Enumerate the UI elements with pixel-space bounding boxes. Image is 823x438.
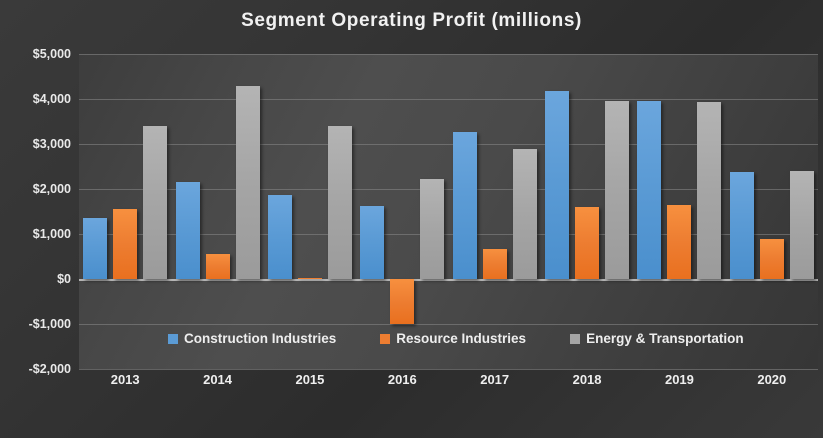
bar-fill xyxy=(482,248,507,279)
bar-fill xyxy=(789,170,814,279)
y-axis-tick-label: $3,000 xyxy=(32,137,71,151)
legend-swatch-icon xyxy=(570,333,581,344)
bar-group-2014 xyxy=(171,54,263,369)
legend-item-0[interactable]: Construction Industries xyxy=(168,331,336,346)
bar-group-2020 xyxy=(726,54,818,369)
gridline xyxy=(79,189,818,190)
y-axis-tick-label: $2,000 xyxy=(32,182,71,196)
bar-2015-series-2[interactable] xyxy=(327,54,352,369)
x-axis-tick-label-2017: 2017 xyxy=(480,372,510,387)
chart-title: Segment Operating Profit (millions) xyxy=(241,10,582,31)
bar-2018-series-0[interactable] xyxy=(545,54,570,369)
bar-fill xyxy=(297,277,322,279)
chart-legend: Construction Industries Resource Industri… xyxy=(168,331,744,346)
legend-label: Energy & Transportation xyxy=(586,331,744,346)
bar-fill xyxy=(452,132,477,279)
bar-2013-series-2[interactable] xyxy=(143,54,168,369)
bar-group-2015 xyxy=(264,54,356,369)
bar-fill xyxy=(205,254,230,279)
legend-item-1[interactable]: Resource Industries xyxy=(380,331,526,346)
x-axis: 2013 2014 2015 2016 2017 2018 2019 2020 xyxy=(79,372,818,396)
bar-fill xyxy=(143,125,168,279)
bar-group-2017 xyxy=(449,54,541,369)
bar-2015-series-1[interactable] xyxy=(297,54,322,369)
bar-group-2019 xyxy=(633,54,725,369)
bar-2014-series-0[interactable] xyxy=(175,54,200,369)
x-axis-tick-label-2019: 2019 xyxy=(664,372,694,387)
bar-fill xyxy=(113,208,138,279)
gridline xyxy=(79,99,818,100)
bar-fill xyxy=(267,194,292,279)
bar-2018-series-1[interactable] xyxy=(575,54,600,369)
gridline xyxy=(79,234,818,235)
bar-2020-series-0[interactable] xyxy=(729,54,754,369)
bar-fill xyxy=(175,182,200,279)
bar-fill xyxy=(605,101,630,279)
y-axis-tick-label: -$1,000 xyxy=(28,317,71,331)
x-axis-tick-label-2016: 2016 xyxy=(387,372,417,387)
bar-2016-series-1[interactable] xyxy=(390,54,415,369)
bar-fill xyxy=(420,178,445,279)
bar-fill xyxy=(729,171,754,279)
bar-2018-series-2[interactable] xyxy=(605,54,630,369)
bar-2020-series-2[interactable] xyxy=(789,54,814,369)
bar-2014-series-1[interactable] xyxy=(205,54,230,369)
bar-fill xyxy=(697,101,722,279)
bar-2017-series-0[interactable] xyxy=(452,54,477,369)
x-axis-tick-label-2020: 2020 xyxy=(757,372,787,387)
y-axis-tick-label: $5,000 xyxy=(32,47,71,61)
bar-fill xyxy=(667,204,692,279)
bar-2019-series-0[interactable] xyxy=(637,54,662,369)
bar-2014-series-2[interactable] xyxy=(235,54,260,369)
bar-fill xyxy=(759,239,784,279)
legend-swatch-icon xyxy=(168,333,178,344)
bar-fill xyxy=(327,126,352,279)
gridline xyxy=(79,324,818,325)
y-axis-tick-label: $4,000 xyxy=(32,92,71,106)
zero-axis-line xyxy=(79,279,818,281)
bar-2013-series-0[interactable] xyxy=(83,54,108,369)
bar-2020-series-1[interactable] xyxy=(759,54,784,369)
legend-label: Construction Industries xyxy=(184,331,337,346)
bar-group-2018 xyxy=(541,54,633,369)
bar-group-2013 xyxy=(79,54,171,369)
x-axis-tick-label-2013: 2013 xyxy=(110,372,140,387)
bar-fill xyxy=(360,205,385,279)
legend-item-2[interactable]: Energy & Transportation xyxy=(570,331,744,346)
legend-label: Resource Industries xyxy=(396,331,527,346)
bar-fill xyxy=(512,149,537,279)
bar-2017-series-1[interactable] xyxy=(482,54,507,369)
x-axis-tick-label-2014: 2014 xyxy=(203,372,233,387)
bar-fill xyxy=(235,85,260,279)
legend-swatch-icon xyxy=(380,333,391,344)
y-axis-tick-label: $0 xyxy=(57,272,71,286)
bar-2015-series-0[interactable] xyxy=(267,54,292,369)
bar-2013-series-1[interactable] xyxy=(113,54,138,369)
bar-fill xyxy=(390,279,415,324)
bar-2017-series-2[interactable] xyxy=(512,54,537,369)
bar-fill xyxy=(545,91,570,279)
bar-2016-series-0[interactable] xyxy=(360,54,385,369)
y-axis-tick-label: $1,000 xyxy=(32,227,71,241)
bar-2019-series-1[interactable] xyxy=(667,54,692,369)
plot-area xyxy=(79,54,818,370)
gridline xyxy=(79,369,818,370)
y-axis-tick-label: -$2,000 xyxy=(28,362,71,376)
bar-fill xyxy=(83,217,108,279)
bar-2019-series-2[interactable] xyxy=(697,54,722,369)
gridline xyxy=(79,54,818,55)
bar-2016-series-2[interactable] xyxy=(420,54,445,369)
x-axis-tick-label-2018: 2018 xyxy=(572,372,602,387)
bar-fill xyxy=(575,207,600,279)
bar-fill xyxy=(637,101,662,279)
x-axis-tick-label-2015: 2015 xyxy=(295,372,325,387)
gridline xyxy=(79,144,818,145)
bar-group-2016 xyxy=(356,54,448,369)
bars-layer xyxy=(79,54,818,369)
